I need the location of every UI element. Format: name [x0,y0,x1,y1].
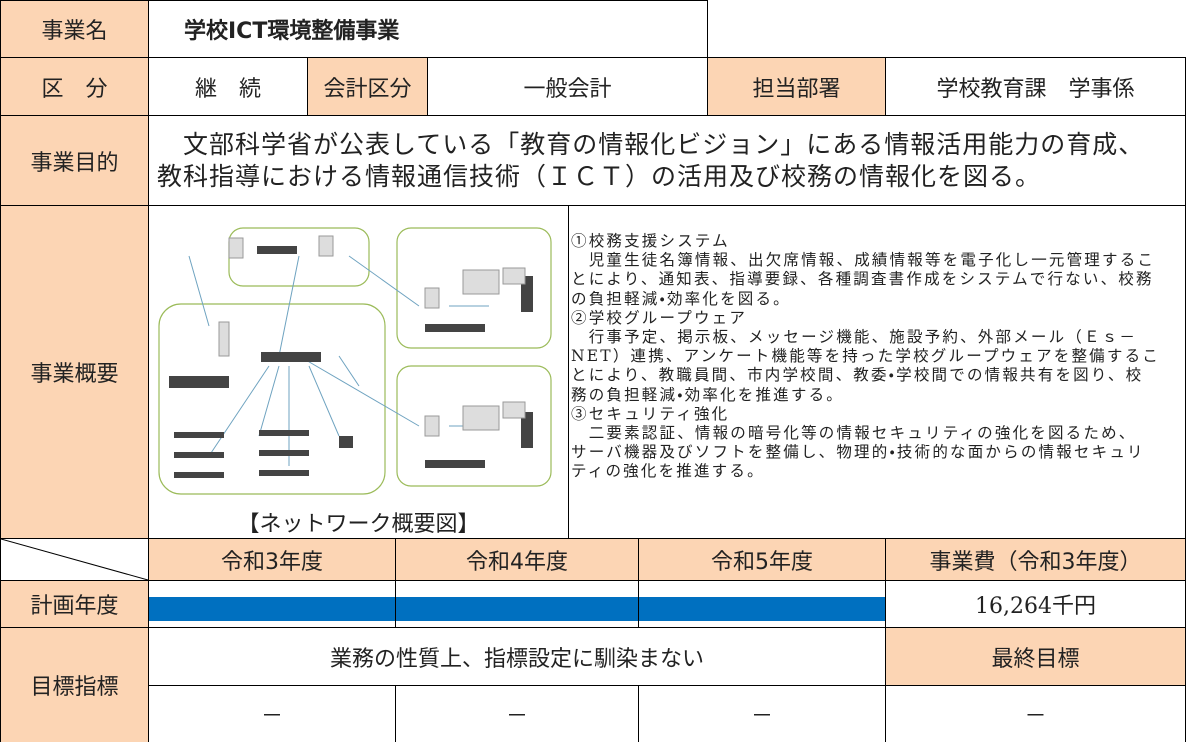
network-diagram [158,227,552,495]
overview-line: ②学校グループウェア [571,308,748,327]
label-cell: 区 分 [0,57,149,116]
plan-cell [395,580,639,628]
label-cell: 目標指標 [0,627,149,742]
cost-header: 事業費（令和3年度） [885,538,1186,581]
plan-cell [638,580,886,628]
overview-line: ③セキュリティ強化 [571,404,730,423]
label-cell: 担当部署 [707,57,886,116]
diagram-cell: 【ネットワーク概要図】 [148,205,569,539]
project-name: 学校ICT環境整備事業 [148,0,708,58]
year-header: 令和5年度 [638,538,886,581]
overview-line: ティの強化を推進する。 [571,462,765,481]
purpose-text: 文部科学省が公表している「教育の情報化ビジョン」にある情報活用能力の育成、 教科指… [148,115,1186,206]
overview-line: とにより、教職員間、市内学校間、教委・学校間での情報共有を図り、校 [571,366,1144,385]
plan-bar [149,597,395,621]
cost-value: 16,264千円 [885,580,1186,628]
overview-line: 行事予定、掲示板、メッセージ機能、施設予約、外部メール（Ｅｓ－ [571,328,1138,347]
plan-cell [148,580,396,628]
label-cell: 計画年度 [0,580,149,628]
label-cell: 会計区分 [307,57,428,116]
value-cell: 継 続 [148,57,308,116]
overview-text: ①校務支援システム 児童生徒名簿情報、出欠席情報、成績情報等を電子化し一元管理す… [568,205,1186,539]
year-header: 令和4年度 [395,538,639,581]
label-cell: 事業名 [0,0,149,58]
overview-line: NET）連携、アンケート機能等を持った学校グループウェアを整備するこ [571,347,1160,366]
plan-bar [396,597,638,621]
purpose-line: 文部科学省が公表している「教育の情報化ビジョン」にある情報活用能力の育成、 [157,129,1145,159]
diagram-caption: 【ネットワーク概要図】 [237,512,480,537]
corner-cell [0,538,149,581]
plan-bar [639,597,885,621]
overview-line: とにより、通知表、指導要録、各種調査書作成をシステムで行ない、校務 [571,270,1154,289]
label-cell: 事業概要 [0,205,149,539]
overview-line: 務の負担軽減・効率化を推進する。 [571,385,844,404]
year-header: 令和3年度 [148,538,396,581]
overview-line: ①校務支援システム [571,232,730,250]
indicator-value: － [885,685,1186,742]
overview-line: サーバ機器及びソフトを整備し、物理的・技術的な面からの情報セキュリ [571,443,1145,462]
diagonal [1,539,148,580]
final-label: 最終目標 [885,627,1186,686]
indicator-value: － [148,685,396,742]
purpose-line: 教科指導における情報通信技術（ＩＣＴ）の活用及び校務の情報化を図る。 [157,161,1042,191]
overview-line: 二要素認証、情報の暗号化等の情報セキュリティの強化を図るため、 [571,424,1137,443]
value-cell: 学校教育課 学事係 [885,57,1186,116]
overview-line: の負担軽減・効率化を図る。 [571,289,791,308]
indicator-value: － [638,685,886,742]
label-cell: 事業目的 [0,115,149,206]
indicator-value: － [395,685,639,742]
indicator-note: 業務の性質上、指標設定に馴染まない [148,627,886,686]
overview-line: 児童生徒名簿情報、出欠席情報、成績情報等を電子化し一元管理するこ [571,251,1156,270]
value-cell: 一般会計 [427,57,708,116]
